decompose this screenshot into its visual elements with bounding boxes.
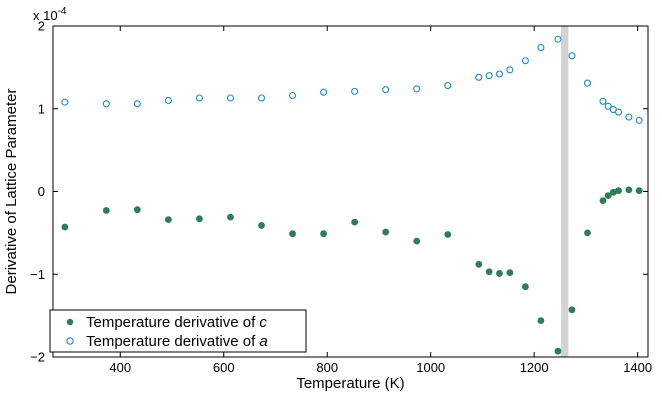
legend-box [49, 309, 307, 353]
point-c-18 [537, 317, 545, 324]
point-c-5 [227, 213, 234, 221]
point-c-23 [604, 192, 612, 200]
point-a-14 [485, 72, 493, 80]
point-c-26 [625, 186, 633, 194]
point-a-1 [102, 100, 110, 108]
point-c-24 [609, 188, 617, 196]
x-tick-label: 400 [109, 360, 131, 375]
point-a-6 [257, 94, 266, 102]
point-c-2 [133, 206, 141, 214]
point-a-21 [583, 79, 592, 87]
point-c-11 [413, 237, 421, 245]
point-c-12 [444, 231, 452, 238]
point-a-25 [614, 108, 623, 116]
y-tick-label: −2 [30, 350, 45, 365]
point-a-11 [413, 85, 421, 93]
point-c-0 [61, 223, 69, 231]
point-c-15 [496, 270, 503, 277]
point-a-5 [226, 94, 235, 102]
point-a-7 [289, 91, 297, 100]
transition-band [561, 26, 569, 357]
point-a-9 [351, 87, 359, 95]
point-c-19 [554, 347, 562, 355]
point-c-8 [320, 230, 327, 238]
point-c-3 [164, 216, 172, 224]
point-a-0 [61, 98, 69, 106]
y-axis-label: Derivative of Lattice Parameter [3, 89, 20, 295]
x-tick-label: 1200 [520, 360, 549, 375]
y-tick-label: 1 [38, 101, 45, 116]
y-exponent-label: x 10-4 [33, 6, 67, 23]
point-a-12 [444, 82, 452, 90]
point-a-22 [599, 97, 607, 105]
legend-entry-a: Temperature derivative of a [86, 333, 268, 350]
data-points-layer [61, 35, 643, 355]
point-c-14 [485, 268, 493, 276]
y-tick-label: −1 [30, 267, 45, 282]
point-a-20 [568, 52, 576, 60]
tick-labels-layer: 400 600 800 1000 1200 1400 −2 −1 0 1 2 [30, 19, 652, 376]
legend-entry-c: Temperature derivative of c [86, 314, 267, 331]
ticks-layer [53, 25, 648, 358]
point-c-1 [102, 207, 110, 214]
point-c-21 [584, 229, 591, 237]
legend: Temperature derivative of c Temperature … [49, 309, 307, 353]
point-a-26 [625, 113, 633, 121]
point-a-27 [635, 116, 643, 124]
legend-marker-a [66, 337, 74, 345]
x-tick-label: 800 [316, 360, 338, 375]
point-a-4 [195, 94, 203, 102]
point-a-17 [521, 57, 529, 65]
y-tick-label: 2 [38, 19, 45, 34]
point-a-19 [554, 35, 562, 43]
point-c-17 [521, 283, 529, 291]
point-c-16 [506, 269, 514, 276]
x-axis-label: Temperature (K) [296, 375, 404, 392]
point-a-13 [475, 73, 483, 81]
point-a-15 [495, 70, 504, 78]
point-a-10 [382, 86, 390, 94]
point-a-2 [133, 100, 141, 108]
point-a-8 [320, 88, 328, 96]
point-a-16 [506, 66, 514, 74]
point-c-9 [351, 218, 359, 226]
x-tick-label: 1400 [623, 360, 652, 375]
point-c-7 [289, 230, 296, 238]
plot-frame [52, 25, 649, 358]
point-c-10 [382, 228, 390, 236]
point-c-22 [599, 197, 607, 205]
point-a-23 [604, 102, 612, 110]
x-tick-label: 1000 [416, 360, 445, 375]
x-tick-label: 600 [213, 360, 235, 375]
point-c-20 [568, 306, 576, 314]
shaded-band-layer [561, 26, 569, 357]
point-c-4 [196, 215, 203, 223]
point-a-18 [537, 43, 545, 52]
y-tick-label: 0 [38, 184, 45, 199]
point-c-6 [258, 222, 265, 229]
point-c-13 [475, 260, 483, 268]
point-c-27 [635, 187, 643, 195]
legend-marker-c [66, 318, 74, 326]
point-c-25 [615, 187, 622, 195]
point-a-3 [164, 96, 172, 105]
